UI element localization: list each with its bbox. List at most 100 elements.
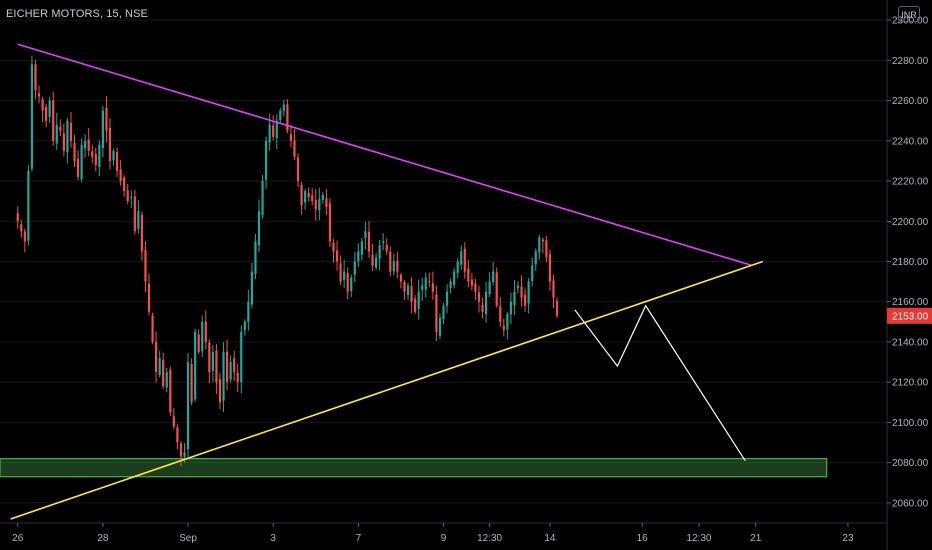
candle-body: [147, 283, 151, 312]
candle-body: [133, 196, 136, 232]
candle-body: [385, 244, 388, 252]
candle-body: [69, 122, 73, 141]
candle-body: [211, 352, 214, 371]
candle-body: [37, 93, 41, 97]
candle-body: [325, 198, 328, 208]
candle-body: [463, 248, 466, 272]
currency-badge[interactable]: INR: [898, 6, 920, 22]
candle-body: [346, 272, 349, 292]
candle-body: [357, 251, 360, 262]
candle-body: [304, 191, 307, 203]
candle-body: [343, 271, 346, 280]
candle-body: [275, 120, 278, 139]
candle-body: [403, 281, 406, 292]
candle-body: [296, 157, 300, 182]
candle-body: [314, 200, 317, 210]
candles-layer: [16, 55, 559, 467]
candle-body: [48, 100, 51, 118]
candle-body: [552, 280, 555, 298]
x-tick-label: 23: [842, 533, 854, 544]
candle-body: [371, 254, 374, 266]
candle-body: [123, 177, 126, 192]
candle-body: [428, 281, 431, 283]
x-tick-label: 14: [544, 533, 556, 544]
candle-body: [52, 100, 55, 141]
candle-body: [474, 283, 477, 292]
support-zone-rect: [0, 458, 828, 478]
candle-body: [477, 292, 481, 302]
candle-body: [524, 294, 527, 306]
candle-body: [23, 231, 26, 242]
candle-body: [179, 443, 183, 457]
candle-body: [144, 249, 147, 282]
candle-body: [201, 321, 204, 352]
candle-body: [445, 291, 449, 306]
candle-body: [360, 241, 363, 255]
candle-body: [272, 125, 275, 137]
candle-body: [250, 271, 254, 305]
y-tick-label: 2120.00: [892, 378, 929, 389]
candle-body: [204, 321, 207, 342]
candle-body: [194, 331, 197, 400]
candle-body: [421, 285, 424, 290]
candle-body: [374, 257, 378, 268]
candle-body: [367, 231, 371, 252]
candle-body: [335, 250, 339, 262]
y-tick-label: 2200.00: [892, 217, 929, 228]
x-tick-label: 12:30: [477, 533, 502, 544]
candle-body: [257, 211, 261, 246]
x-tick-label: Sep: [179, 533, 197, 544]
candle-body: [484, 291, 488, 315]
candle-body: [492, 271, 495, 282]
candle-body: [286, 104, 289, 131]
candle-body: [499, 306, 502, 322]
x-tick-label: 16: [637, 533, 649, 544]
candle-body: [76, 158, 80, 178]
candle-body: [339, 263, 342, 282]
candle-body: [243, 321, 246, 331]
candle-body: [424, 277, 427, 290]
drawings-layer: [10, 43, 764, 520]
candle-body: [364, 231, 367, 238]
candle-body: [279, 110, 282, 121]
candle-body: [488, 281, 491, 295]
y-tick-label: 2260.00: [892, 96, 929, 107]
candle-body: [311, 195, 314, 202]
candle-body: [350, 277, 353, 292]
x-tick-label: 7: [356, 533, 362, 544]
candle-body: [300, 184, 303, 206]
candle-body: [470, 279, 473, 286]
candle-body: [87, 139, 90, 151]
candle-body: [410, 286, 413, 302]
x-tick-label: 3: [270, 533, 276, 544]
candle-body: [435, 294, 438, 332]
x-axis-ticks: 26 28 Sep 3 7 9 12:30 14 16 12:30 21 23: [12, 523, 854, 544]
candle-body: [516, 285, 520, 289]
candle-body: [538, 237, 541, 253]
candle-body: [222, 352, 225, 401]
candle-body: [101, 110, 104, 148]
symbol-title: EICHER MOTORS, 15, NSE: [6, 8, 148, 20]
candle-body: [481, 304, 484, 312]
candle-body: [80, 144, 83, 180]
candle-body: [307, 192, 310, 198]
candle-body: [555, 300, 559, 316]
candle-body: [225, 351, 229, 383]
candle-body: [431, 283, 434, 292]
candle-body: [531, 265, 534, 282]
candle-body: [438, 317, 442, 336]
candle-body: [158, 358, 161, 375]
candle-body: [151, 315, 154, 342]
support-trendline: [10, 260, 764, 520]
y-tick-label: 2100.00: [892, 418, 929, 429]
candle-body: [165, 372, 168, 388]
candle-body: [98, 144, 101, 167]
candle-body: [30, 64, 34, 169]
candle-body: [282, 104, 285, 111]
y-tick-label: 2060.00: [892, 498, 929, 509]
candle-body: [162, 359, 165, 387]
candle-body: [84, 140, 87, 149]
candle-body: [41, 99, 44, 111]
candle-body: [453, 271, 456, 285]
